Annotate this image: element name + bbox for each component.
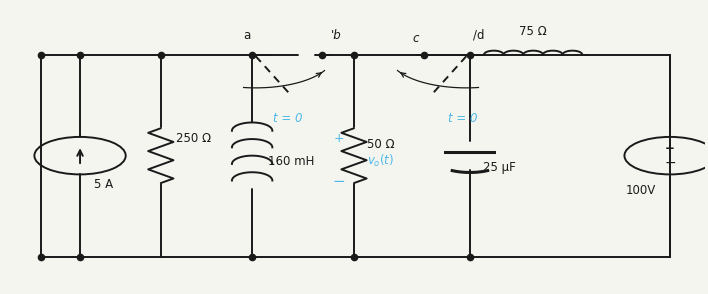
Text: t = 0: t = 0	[448, 112, 478, 125]
Text: 50 Ω: 50 Ω	[367, 138, 394, 151]
Text: /d: /d	[474, 29, 485, 42]
Text: 160 mH: 160 mH	[268, 155, 314, 168]
Text: 75 Ω: 75 Ω	[519, 25, 547, 38]
Text: 100V: 100V	[626, 184, 656, 197]
Text: +: +	[665, 142, 675, 155]
Text: a: a	[243, 29, 250, 42]
Text: 5 A: 5 A	[94, 178, 113, 191]
Text: −: −	[332, 174, 345, 189]
Text: +: +	[333, 132, 344, 145]
Text: $v_o(t)$: $v_o(t)$	[367, 153, 394, 169]
Text: t = 0: t = 0	[273, 112, 302, 125]
Text: 250 Ω: 250 Ω	[176, 132, 212, 145]
Text: 'b: 'b	[331, 29, 341, 42]
Text: c: c	[412, 31, 418, 45]
Text: −: −	[664, 156, 676, 170]
Text: 25 μF: 25 μF	[483, 161, 515, 174]
